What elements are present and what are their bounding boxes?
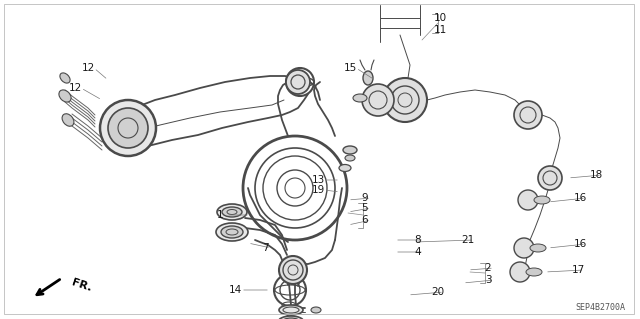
Circle shape: [514, 101, 542, 129]
Text: 12: 12: [68, 83, 82, 93]
Ellipse shape: [534, 196, 550, 204]
Circle shape: [538, 166, 562, 190]
Ellipse shape: [345, 155, 355, 161]
Ellipse shape: [530, 244, 546, 252]
Text: SEP4B2700A: SEP4B2700A: [575, 303, 625, 313]
Text: 18: 18: [589, 170, 603, 180]
Ellipse shape: [217, 204, 247, 220]
Ellipse shape: [311, 307, 321, 313]
Text: 5: 5: [362, 203, 368, 213]
Text: 13: 13: [312, 175, 324, 185]
Circle shape: [514, 238, 534, 258]
Ellipse shape: [221, 226, 243, 238]
Text: 21: 21: [461, 235, 475, 245]
Text: 12: 12: [81, 63, 95, 73]
Ellipse shape: [278, 316, 304, 319]
Ellipse shape: [62, 114, 74, 126]
Text: 2: 2: [484, 263, 492, 273]
Text: FR.: FR.: [70, 277, 93, 293]
Circle shape: [518, 190, 538, 210]
Text: 20: 20: [431, 287, 445, 297]
Circle shape: [108, 108, 148, 148]
Text: 6: 6: [362, 215, 368, 225]
Circle shape: [510, 262, 530, 282]
Circle shape: [286, 70, 310, 94]
Text: 16: 16: [573, 239, 587, 249]
Text: 19: 19: [312, 185, 324, 195]
Text: 14: 14: [228, 285, 242, 295]
Circle shape: [383, 78, 427, 122]
Ellipse shape: [343, 146, 357, 154]
Circle shape: [362, 84, 394, 116]
Ellipse shape: [222, 207, 242, 217]
Text: 4: 4: [415, 247, 421, 257]
Text: 3: 3: [484, 275, 492, 285]
Text: 16: 16: [573, 193, 587, 203]
Text: 15: 15: [344, 63, 356, 73]
Ellipse shape: [216, 223, 248, 241]
Text: 8: 8: [415, 235, 421, 245]
Ellipse shape: [363, 71, 373, 85]
Ellipse shape: [339, 165, 351, 172]
Text: 17: 17: [572, 265, 584, 275]
Text: 11: 11: [433, 25, 447, 35]
Text: 9: 9: [362, 193, 368, 203]
Circle shape: [279, 256, 307, 284]
Ellipse shape: [526, 268, 542, 276]
Ellipse shape: [282, 318, 300, 319]
Ellipse shape: [279, 305, 303, 315]
Text: 7: 7: [262, 243, 268, 253]
Text: 1: 1: [217, 210, 223, 220]
Circle shape: [100, 100, 156, 156]
Ellipse shape: [60, 73, 70, 83]
Ellipse shape: [59, 90, 71, 102]
Text: 10: 10: [433, 13, 447, 23]
Ellipse shape: [353, 94, 367, 102]
